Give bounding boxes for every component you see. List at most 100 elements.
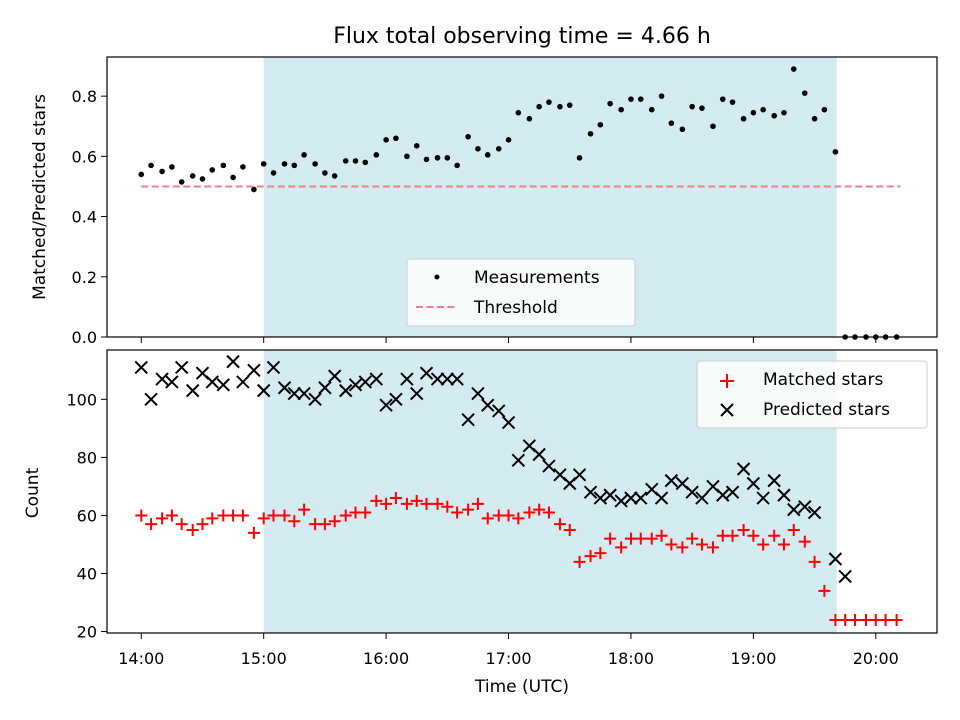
measurements-point [557,103,563,110]
matched-stars-point [380,497,393,510]
measurements-point [465,133,471,140]
matched-stars-point [328,515,341,528]
measurements-point [413,143,420,149]
predicted-stars-point [308,392,322,407]
measurements-point [251,186,257,193]
measurements-point [790,66,797,72]
count-y-axis-label: Count [23,467,43,518]
count-y-tick-label: 20 [77,623,97,642]
measurements-point [628,96,634,102]
ratio-y-tick-label: 0.6 [72,147,97,166]
matched-stars-point [604,532,617,545]
matched-stars-legend-label: Matched stars [763,370,883,390]
measurements-point [679,126,686,133]
matched-stars-point [676,541,689,554]
predicted-stars-point [155,372,169,386]
matched-stars-point [186,523,199,536]
measurements-point [454,162,460,169]
measurements-point [546,99,552,105]
matched-stars-point [370,494,383,507]
matched-stars-point [339,509,352,522]
predicted-stars-point [664,473,679,488]
measurements-legend-marker [434,274,440,280]
matched-stars-point [848,613,861,626]
measurements-legend-label: Measurements [474,268,600,288]
predicted-stars-point [756,491,770,505]
measurements-point [331,173,338,179]
matched-stars-point [798,535,811,548]
ratio-y-axis: 0.0 0.2 0.4 0.6 0.8 [72,87,107,347]
ratio-y-tick-label: 0.0 [72,328,97,347]
predicted-stars-point [614,494,628,508]
measurements-point [832,149,839,155]
matched-stars-point [420,497,433,510]
matched-stars-point [737,523,750,536]
ratio-axes-frame [106,56,938,338]
measurements-point [342,158,349,164]
count-y-tick-label: 100 [66,390,97,409]
predicted-stars-point [777,488,791,502]
predicted-stars-point [807,505,822,520]
measurements-point [637,96,644,102]
matched-stars-point [165,509,178,522]
measurements-point [668,120,675,127]
predicted-stars-point [542,459,556,473]
measurements-point [597,121,604,128]
predicted-stars-point [481,398,495,412]
measurements-point [505,136,512,143]
measurements-point [301,152,307,158]
count-panel: 20 40 60 80 100 14:00 15:00 16:00 17:00 18:00 19:… [23,349,938,668]
predicted-stars-point [185,383,200,398]
measurements-point [148,162,154,169]
measurements-point [710,123,716,130]
measurements-point [536,103,542,110]
predicted-stars-point [430,372,445,386]
ratio-y-tick-label: 0.4 [72,208,97,227]
measurements-point [270,170,277,176]
ratio-y-axis-label: Matched/Predicted stars [30,94,50,300]
matched-stars-point [747,529,760,542]
matched-stars-point [431,497,444,510]
predicted-stars-point [410,386,424,401]
ratio-x-axis [140,337,877,343]
matched-stars-point [175,518,188,531]
matched-stars-point [726,529,739,542]
matched-stars-point [145,518,158,531]
x-tick-label: 18:00 [608,649,654,668]
matched-stars-point [706,541,719,554]
matched-stars-point [757,538,770,551]
predicted-stars-point [369,372,384,386]
measurements-point [587,130,594,137]
measurements-point [199,176,206,182]
predicted-stars-point [828,552,843,566]
predicted-stars-point [471,386,485,401]
measurements-point [322,170,328,176]
predicted-stars-point [226,354,240,369]
matched-stars-point [615,541,628,554]
matched-stars-point [288,515,301,528]
measurements-point [740,115,747,122]
matched-stars-point [890,613,903,626]
predicted-stars-point [511,453,526,468]
predicted-stars-legend-label: Predicted stars [763,400,890,420]
matched-stars-point [135,509,148,522]
matched-stars-point [818,584,831,597]
measurements-point [209,167,216,173]
matched-stars-legend-marker [720,374,734,388]
measurements-point [352,158,359,164]
measurements-point [423,156,430,163]
predicted-stars-point [461,412,475,427]
predicted-stars-point [419,366,434,380]
matched-stars-point [573,555,586,568]
matched-stars-point [686,532,699,545]
matched-stars-point [665,538,678,551]
predicted-stars-point [144,392,158,407]
predicted-stars-point [685,485,699,499]
x-tick-label: 14:00 [118,649,164,668]
predicted-stars-point [492,404,506,418]
predicted-stars-point [572,468,587,482]
matched-stars-point [318,518,331,531]
matched-stars-point [533,503,546,516]
measurements-point [169,164,175,170]
matched-stars-point [267,509,280,522]
